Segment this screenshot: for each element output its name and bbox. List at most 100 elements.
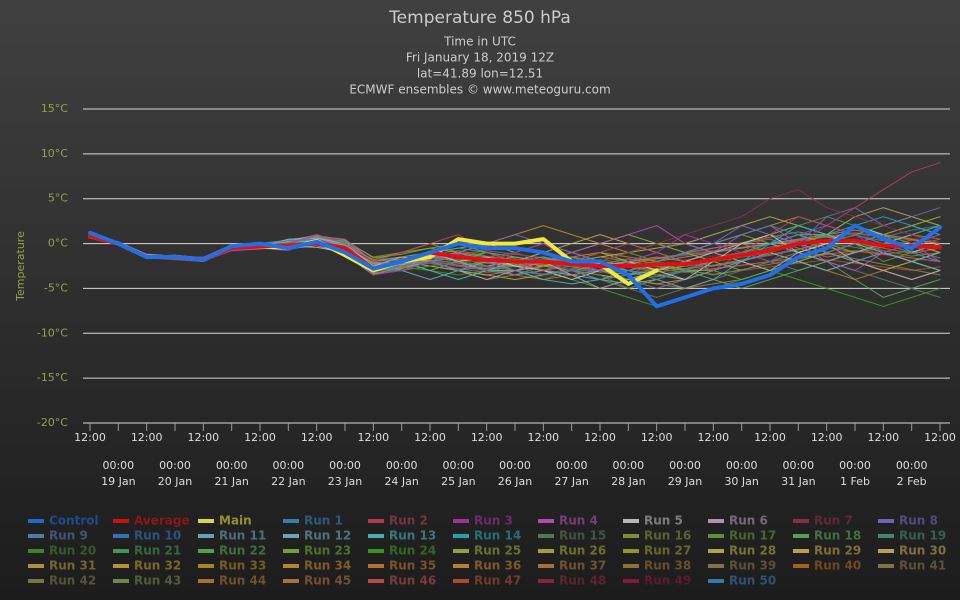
legend-label: Run 33 — [219, 559, 266, 573]
x-day-label: 1 Feb — [840, 475, 870, 488]
legend-label: Run 23 — [304, 544, 351, 558]
legend-label: Main — [219, 514, 252, 528]
legend-label: Run 14 — [474, 529, 521, 543]
x-tick-label: 12:00 — [641, 431, 673, 444]
legend-label: Run 50 — [729, 574, 776, 588]
x-day-label: 19 Jan — [101, 475, 135, 488]
x-day-label: 29 Jan — [668, 475, 702, 488]
x-tick-label: 12:00 — [867, 431, 899, 444]
legend-label: Run 48 — [559, 574, 606, 588]
subtitle: Fri January 18, 2019 12Z — [406, 51, 554, 65]
legend-label: Run 45 — [304, 574, 351, 588]
legend-label: Run 39 — [729, 559, 776, 573]
legend-label: Run 46 — [389, 574, 436, 588]
legend-label: Run 15 — [559, 529, 606, 543]
subtitle: lat=41.89 lon=12.51 — [417, 67, 543, 81]
legend-label: Run 13 — [389, 529, 436, 543]
legend-label: Run 28 — [729, 544, 776, 558]
legend-label: Run 43 — [134, 574, 181, 588]
legend-label: Run 30 — [899, 544, 946, 558]
y-tick-label: 15°C — [41, 102, 68, 115]
legend-label: Run 9 — [49, 529, 88, 543]
subtitle: Time in UTC — [443, 35, 516, 49]
legend-label: Run 8 — [899, 514, 938, 528]
subtitle: ECMWF ensembles © www.meteoguru.com — [349, 83, 610, 97]
x-tick-label: 00:00 — [159, 459, 191, 472]
legend-label: Run 3 — [474, 514, 513, 528]
legend-label: Run 21 — [134, 544, 181, 558]
x-tick-label: 00:00 — [272, 459, 304, 472]
x-tick-label: 00:00 — [329, 459, 361, 472]
x-day-label: 25 Jan — [441, 475, 475, 488]
x-day-label: 30 Jan — [724, 475, 758, 488]
x-day-label: 27 Jan — [554, 475, 588, 488]
legend-label: Average — [134, 514, 190, 528]
legend-label: Run 34 — [304, 559, 351, 573]
x-tick-label: 12:00 — [754, 431, 786, 444]
x-tick-label: 00:00 — [669, 459, 701, 472]
x-tick-label: 12:00 — [811, 431, 843, 444]
legend-label: Run 6 — [729, 514, 768, 528]
x-tick-label: 12:00 — [414, 431, 446, 444]
x-tick-label: 12:00 — [74, 431, 106, 444]
legend-label: Run 41 — [899, 559, 946, 573]
chart-title: Temperature 850 hPa — [388, 8, 571, 28]
y-tick-label: -20°C — [37, 416, 68, 429]
legend-label: Run 38 — [644, 559, 691, 573]
y-tick-label: 0°C — [48, 237, 68, 250]
legend-label: Run 22 — [219, 544, 266, 558]
x-tick-label: 00:00 — [442, 459, 474, 472]
legend-label: Run 29 — [814, 544, 861, 558]
x-day-label: 22 Jan — [271, 475, 305, 488]
legend-label: Run 31 — [49, 559, 96, 573]
legend-label: Control — [49, 514, 99, 528]
legend-label: Run 17 — [729, 529, 776, 543]
legend-label: Run 44 — [219, 574, 266, 588]
legend-label: Run 27 — [644, 544, 691, 558]
legend-label: Run 25 — [474, 544, 521, 558]
legend: Control Average Main Run 1 Run 2 Run 3 Run 4 Ru… — [28, 514, 946, 588]
x-day-label: 23 Jan — [328, 475, 362, 488]
series-line — [89, 225, 941, 276]
y-tick-label: -10°C — [37, 326, 68, 339]
legend-label: Run 49 — [644, 574, 691, 588]
legend-label: Run 35 — [389, 559, 436, 573]
legend-label: Run 40 — [814, 559, 861, 573]
legend-label: Run 47 — [474, 574, 521, 588]
x-tick-label: 12:00 — [244, 431, 276, 444]
legend-label: Run 12 — [304, 529, 351, 543]
x-day-label: 20 Jan — [158, 475, 192, 488]
x-tick-label: 12:00 — [584, 431, 616, 444]
x-tick-label: 12:00 — [187, 431, 219, 444]
x-tick-label: 00:00 — [896, 459, 928, 472]
y-tick-label: -15°C — [37, 371, 68, 384]
x-day-label: 31 Jan — [781, 475, 815, 488]
legend-label: Run 11 — [219, 529, 266, 543]
x-tick-label: 00:00 — [556, 459, 588, 472]
legend-label: Run 37 — [559, 559, 606, 573]
x-day-label: 21 Jan — [214, 475, 248, 488]
legend-label: Run 42 — [49, 574, 96, 588]
x-tick-label: 12:00 — [471, 431, 503, 444]
x-tick-label: 00:00 — [782, 459, 814, 472]
legend-label: Run 18 — [814, 529, 861, 543]
x-day-label: 28 Jan — [611, 475, 645, 488]
legend-label: Run 24 — [389, 544, 436, 558]
x-tick-label: 12:00 — [527, 431, 559, 444]
legend-label: Run 19 — [899, 529, 946, 543]
y-axis-title: Temperature — [14, 231, 27, 302]
x-day-label: 26 Jan — [498, 475, 532, 488]
y-tick-label: 10°C — [41, 147, 68, 160]
x-tick-label: 00:00 — [839, 459, 871, 472]
series-line — [88, 223, 942, 309]
x-tick-label: 12:00 — [697, 431, 729, 444]
legend-label: Run 36 — [474, 559, 521, 573]
x-tick-label: 12:00 — [357, 431, 389, 444]
legend-label: Run 16 — [644, 529, 691, 543]
x-tick-label: 12:00 — [301, 431, 333, 444]
x-tick-label: 00:00 — [612, 459, 644, 472]
x-tick-label: 00:00 — [499, 459, 531, 472]
legend-label: Run 32 — [134, 559, 181, 573]
x-tick-label: 12:00 — [924, 431, 956, 444]
